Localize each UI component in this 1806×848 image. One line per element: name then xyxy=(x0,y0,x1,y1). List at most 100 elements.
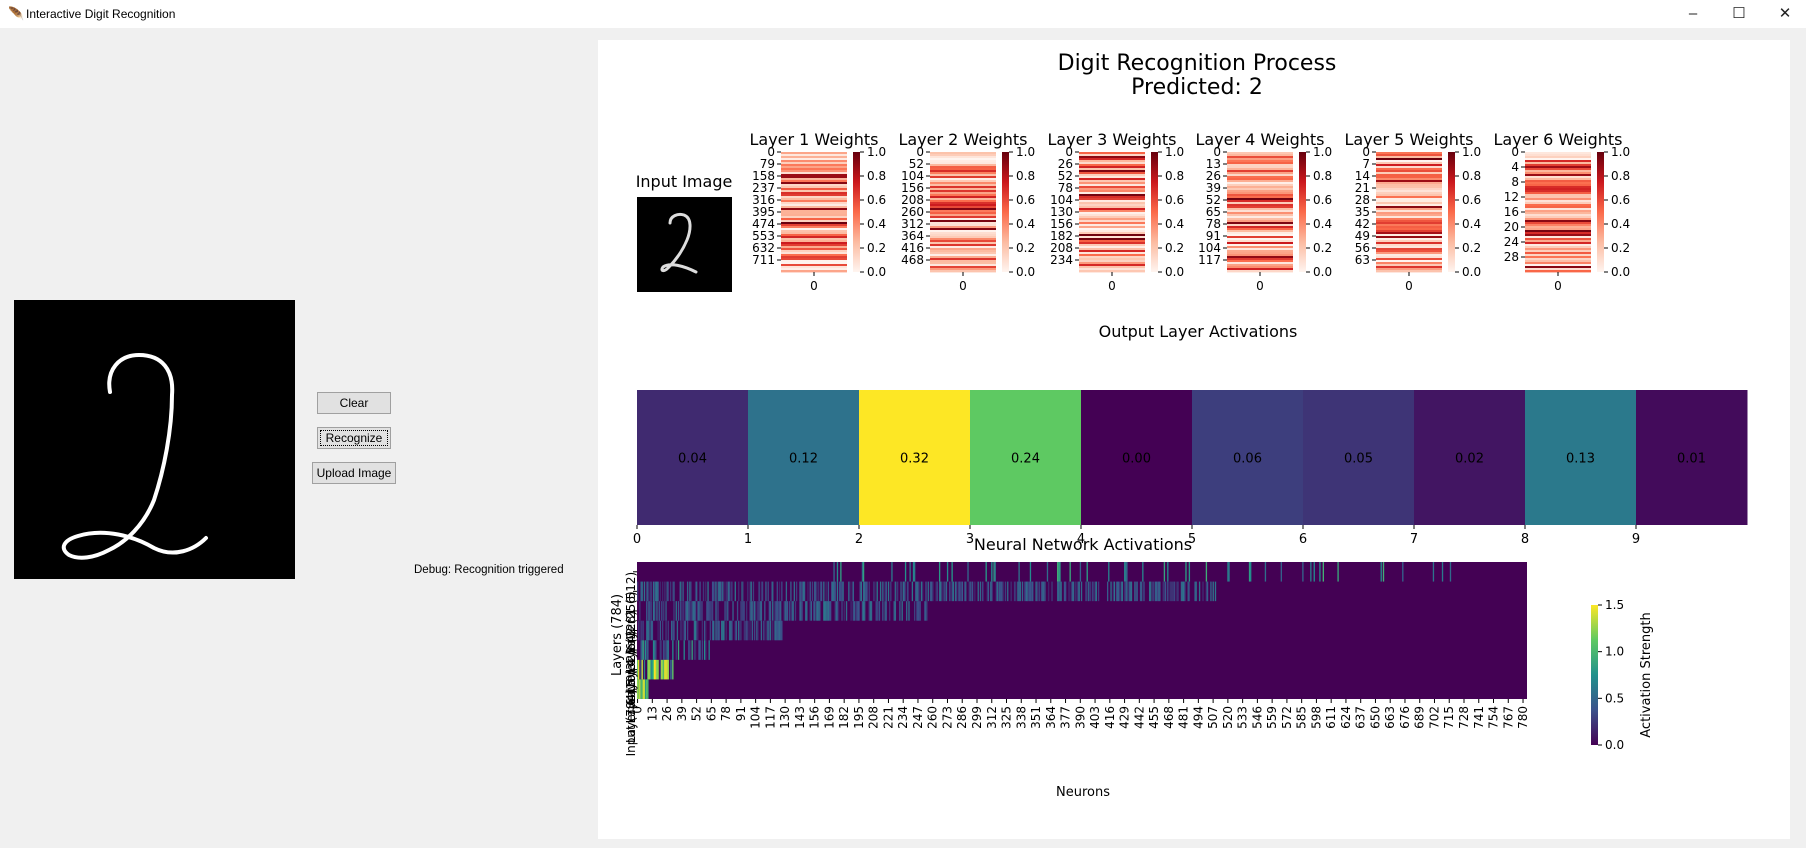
drawing-canvas[interactable] xyxy=(14,300,295,579)
upload-image-button[interactable]: Upload Image xyxy=(312,462,396,484)
weight-row xyxy=(1079,266,1145,269)
weight-row xyxy=(781,152,847,155)
weight-row xyxy=(781,176,847,179)
weight-row xyxy=(1525,256,1591,259)
ytick-label: 78 xyxy=(1058,181,1073,195)
activation-cell xyxy=(725,601,727,621)
weight-row xyxy=(1525,152,1591,155)
activation-cell xyxy=(669,581,672,602)
activation-cell xyxy=(774,601,776,621)
activation-cell xyxy=(1092,581,1094,602)
weight-row xyxy=(1525,244,1591,247)
ytick-label: 79 xyxy=(760,157,775,171)
activation-cell xyxy=(648,620,650,641)
ytick-label: 158 xyxy=(752,169,775,183)
activation-cell xyxy=(744,620,747,641)
ytick-label: 104 xyxy=(1198,241,1221,255)
colorbar xyxy=(1597,152,1604,272)
ytick-label: 208 xyxy=(901,193,924,207)
activation-cell xyxy=(887,581,890,602)
weight-row xyxy=(1227,238,1293,241)
activation-cell xyxy=(859,581,861,602)
colorbar-tick-label: 0.8 xyxy=(1313,169,1332,183)
weight-row xyxy=(930,176,996,179)
activation-cell xyxy=(640,679,642,699)
weight-row xyxy=(1525,172,1591,175)
weight-row xyxy=(1079,242,1145,245)
activation-cell xyxy=(1188,581,1191,602)
weights-heatmap-layer-6: Layer 6 Weights048121620242800.00.20.40.… xyxy=(1493,130,1630,293)
activation-cell xyxy=(663,640,665,660)
colorbar-tick-label: 0.2 xyxy=(1313,241,1332,255)
activation-cell xyxy=(1021,581,1024,602)
weight-row xyxy=(1227,232,1293,235)
output-value-label: 0.00 xyxy=(1122,452,1151,467)
activation-cell xyxy=(925,581,927,602)
ytick-label: 24 xyxy=(1504,235,1519,249)
close-icon[interactable]: ✕ xyxy=(1778,5,1792,22)
weight-row xyxy=(1227,260,1293,263)
activation-cell xyxy=(836,581,839,602)
weight-row xyxy=(930,224,996,227)
xtick-label: 247 xyxy=(911,706,925,729)
activation-cell xyxy=(650,659,652,680)
activation-cell xyxy=(699,640,701,660)
colorbar-tick-label: 0.2 xyxy=(1611,241,1630,255)
xtick-label: 299 xyxy=(970,706,984,729)
activation-cell xyxy=(647,659,649,680)
weight-row xyxy=(1376,250,1442,253)
weight-row xyxy=(1376,212,1442,215)
activation-cell xyxy=(876,581,878,602)
weight-row xyxy=(1227,178,1293,181)
activation-cell xyxy=(1212,581,1214,602)
weight-row xyxy=(1227,250,1293,253)
activation-cell xyxy=(1169,581,1171,602)
weight-row xyxy=(781,162,847,165)
activation-cell xyxy=(1128,581,1130,602)
activation-cell xyxy=(820,581,823,602)
activation-cell xyxy=(919,601,922,621)
minimize-icon[interactable]: – xyxy=(1688,5,1698,22)
activation-cell xyxy=(655,640,657,660)
maximize-icon[interactable]: ☐ xyxy=(1732,5,1746,22)
clear-button[interactable]: Clear xyxy=(317,392,391,414)
activation-cell xyxy=(749,601,751,621)
activation-cell xyxy=(682,601,684,621)
weight-row xyxy=(1376,186,1442,189)
weight-row xyxy=(1525,260,1591,263)
activation-cell xyxy=(795,581,798,602)
activation-cell xyxy=(842,581,844,602)
activation-cell xyxy=(1068,581,1070,602)
weight-row xyxy=(1227,194,1293,197)
activation-cell xyxy=(753,601,756,621)
weight-row xyxy=(1525,238,1591,241)
activation-cell xyxy=(774,620,776,641)
title-bar: 🪶 Interactive Digit Recognition – ☐ ✕ xyxy=(0,0,1806,28)
colorbar-tick-label: 0.6 xyxy=(1016,193,1035,207)
output-cell xyxy=(1525,390,1637,525)
activation-cell xyxy=(792,601,794,621)
activation-cell xyxy=(728,581,731,602)
weight-row xyxy=(1079,158,1145,161)
weight-row xyxy=(1376,222,1442,225)
activation-cell xyxy=(638,659,640,680)
weight-row xyxy=(1079,214,1145,217)
activation-cell xyxy=(646,640,648,660)
activation-cell xyxy=(954,581,957,602)
activation-cell xyxy=(834,581,836,602)
weight-row xyxy=(781,156,847,159)
activation-cell xyxy=(655,581,657,602)
xtick-label: 8 xyxy=(1521,532,1529,547)
weight-row xyxy=(781,242,847,245)
activation-cell xyxy=(1118,581,1120,602)
activation-cell xyxy=(852,581,855,602)
activation-cell xyxy=(761,581,764,602)
weight-row xyxy=(1079,206,1145,209)
weight-row xyxy=(1376,204,1442,207)
activation-cell xyxy=(724,601,726,621)
xtick-label: 221 xyxy=(881,706,895,729)
activation-cell xyxy=(1214,581,1217,602)
weight-row xyxy=(1525,248,1591,251)
activation-cell xyxy=(643,640,646,660)
recognize-button[interactable]: Recognize xyxy=(317,427,391,449)
